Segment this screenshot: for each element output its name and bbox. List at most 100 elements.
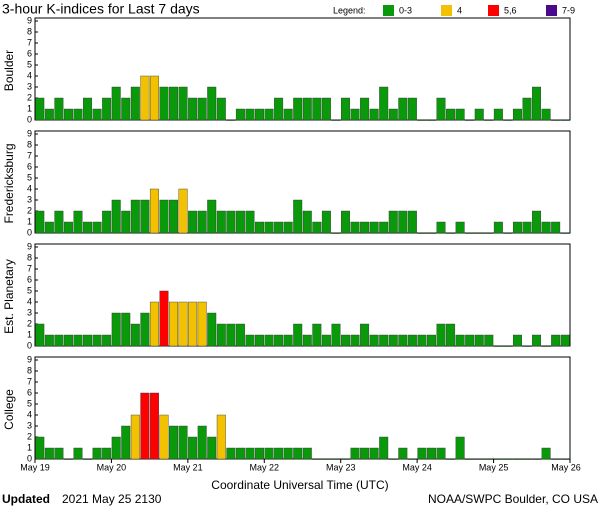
bar: [255, 334, 264, 347]
updated-label: Updated: [2, 492, 50, 506]
bar: [474, 108, 484, 121]
bar: [130, 414, 140, 460]
bar: [216, 97, 226, 121]
y-tick-label: 8: [27, 252, 32, 262]
bar: [302, 97, 312, 121]
y-tick-label: 2: [27, 92, 32, 102]
updated-time: 2021 May 25 2130: [62, 492, 162, 506]
bar: [426, 334, 436, 347]
y-tick-label: 8: [27, 365, 32, 375]
bar: [130, 323, 140, 347]
bar: [426, 119, 436, 121]
bar: [493, 345, 503, 347]
bar: [73, 108, 83, 121]
bar: [312, 221, 322, 234]
bar: [92, 447, 102, 460]
y-tick-label: 5: [27, 398, 32, 408]
bar: [407, 334, 417, 347]
bar: [455, 108, 465, 121]
bar: [388, 334, 398, 347]
y-tick-label: 9: [27, 128, 32, 138]
bar: [226, 447, 236, 460]
bar: [541, 108, 551, 121]
y-tick-label: 4: [27, 70, 32, 80]
bar: [264, 108, 274, 121]
bar: [532, 334, 542, 347]
bar: [512, 334, 522, 347]
source: NOAA/SWPC Boulder, CO USA: [428, 492, 598, 506]
bar: [140, 199, 150, 234]
y-tick-label: 2: [27, 318, 32, 328]
bar: [226, 323, 236, 347]
bar: [312, 458, 322, 460]
y-tick-label: 8: [27, 139, 32, 149]
bar: [398, 447, 408, 460]
bar: [73, 210, 83, 234]
y-tick-label: 3: [27, 194, 32, 204]
y-tick-label: 1: [27, 442, 32, 452]
y-tick-label: 5: [27, 172, 32, 182]
y-tick-label: 7: [27, 37, 32, 47]
y-tick-label: 7: [27, 150, 32, 160]
bar: [321, 210, 331, 234]
legend-label: 7-9: [562, 5, 575, 15]
panel-frame: [34, 356, 571, 460]
bar: [169, 86, 179, 121]
y-tick-label: 0: [27, 340, 32, 350]
bar: [149, 301, 159, 347]
bar: [159, 86, 169, 121]
y-tick-label: 7: [27, 263, 32, 273]
bar: [341, 334, 350, 347]
bar: [54, 334, 64, 347]
bar: [541, 345, 551, 347]
y-tick-label: 1: [27, 216, 32, 226]
bar: [436, 323, 446, 347]
y-tick-label: 4: [27, 409, 32, 419]
bar: [484, 458, 494, 460]
bar: [436, 447, 446, 460]
bar: [121, 312, 131, 347]
bar: [73, 334, 83, 347]
bar: [35, 436, 45, 460]
y-tick-label: 7: [27, 376, 32, 386]
bar: [302, 447, 312, 460]
bar: [111, 199, 121, 234]
bar: [388, 210, 398, 234]
bar: [379, 334, 389, 347]
bar: [398, 97, 408, 121]
bar: [83, 334, 93, 347]
bar: [436, 97, 446, 121]
panel-frame: [34, 243, 571, 347]
bar: [493, 458, 503, 460]
bar: [350, 108, 360, 121]
bar: [503, 345, 513, 347]
y-tick-label: 5: [27, 285, 32, 295]
bar: [455, 221, 465, 234]
bar: [417, 447, 427, 460]
bar: [484, 334, 494, 347]
bar: [407, 97, 417, 121]
bar: [446, 108, 456, 121]
y-tick-label: 3: [27, 420, 32, 430]
bar: [197, 425, 207, 460]
bar: [216, 414, 226, 460]
panel-label: Est. Planetary: [2, 259, 16, 334]
bar: [44, 221, 54, 234]
bar: [159, 199, 169, 234]
bar: [532, 86, 542, 121]
y-tick-label: 4: [27, 183, 32, 193]
bar: [350, 447, 360, 460]
bar: [341, 210, 350, 234]
bar: [35, 323, 45, 347]
bar: [188, 97, 198, 121]
bar: [474, 232, 484, 234]
bar: [407, 210, 417, 234]
bar: [560, 334, 570, 347]
bar: [178, 188, 188, 234]
bar: [417, 119, 427, 121]
panel-label: College: [2, 389, 16, 430]
bar: [149, 188, 159, 234]
bar: [216, 323, 226, 347]
bar: [312, 323, 322, 347]
